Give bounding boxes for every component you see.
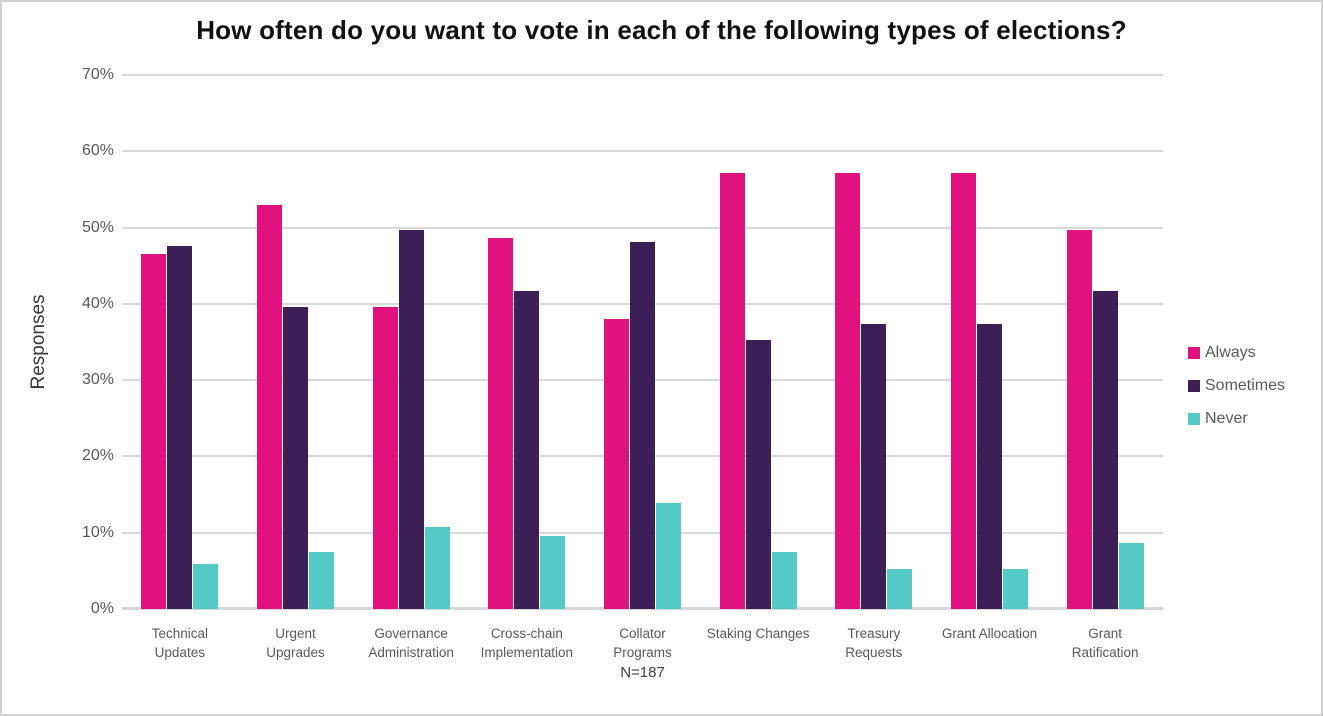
legend-swatch-icon bbox=[1188, 413, 1200, 425]
bar-group bbox=[122, 75, 238, 609]
legend-label: Sometimes bbox=[1205, 377, 1286, 394]
y-tick-label: 40% bbox=[81, 294, 114, 312]
legend: Always Sometimes Never bbox=[1188, 343, 1285, 442]
legend-item: Sometimes bbox=[1188, 376, 1285, 396]
bar-never bbox=[887, 568, 913, 609]
legend-item: Never bbox=[1188, 409, 1285, 429]
x-tick-label: Collator Programs bbox=[613, 626, 672, 660]
y-tick-label: 50% bbox=[81, 218, 114, 236]
gridline bbox=[122, 150, 1163, 153]
bar-always bbox=[719, 172, 745, 609]
bar-sometimes bbox=[398, 229, 424, 609]
bar-group bbox=[816, 75, 932, 609]
bar-never bbox=[424, 527, 450, 609]
bar-always bbox=[257, 205, 282, 609]
x-tick-label: Cross-chain Implementation bbox=[480, 626, 573, 660]
bar-always bbox=[372, 306, 398, 609]
legend-item: Always bbox=[1188, 343, 1285, 363]
y-tick-label: 70% bbox=[81, 66, 114, 83]
bar-never bbox=[193, 564, 219, 609]
legend-label: Always bbox=[1205, 344, 1256, 361]
gridline bbox=[122, 74, 1163, 76]
x-tick-label: Grant Allocation bbox=[941, 626, 1038, 641]
bar-always bbox=[835, 172, 861, 609]
y-tick-label: 0% bbox=[90, 600, 114, 617]
bar-groups bbox=[122, 75, 1163, 609]
legend-swatch-icon bbox=[1188, 380, 1200, 392]
y-tick-label: 10% bbox=[81, 523, 114, 541]
bar-sometimes bbox=[630, 242, 656, 609]
bar-group bbox=[238, 75, 354, 609]
bar-never bbox=[771, 551, 797, 609]
bar-never bbox=[1118, 543, 1144, 609]
bar-never bbox=[309, 551, 334, 609]
bar-always bbox=[488, 237, 514, 609]
bar-sometimes bbox=[861, 323, 887, 609]
bar-sometimes bbox=[745, 339, 771, 609]
y-tick-label: 30% bbox=[81, 371, 114, 389]
legend-label: Never bbox=[1205, 410, 1248, 427]
bar-never bbox=[656, 502, 682, 609]
bar-sometimes bbox=[977, 323, 1003, 609]
bar-sometimes bbox=[167, 245, 193, 609]
bar-sometimes bbox=[1092, 290, 1118, 609]
x-tick-label: Treasury Requests bbox=[845, 626, 903, 660]
x-tick-label: Staking Changes bbox=[706, 626, 810, 641]
bar-never bbox=[1003, 568, 1029, 609]
bar-sometimes bbox=[283, 306, 308, 609]
bar-always bbox=[141, 254, 167, 609]
plot-area bbox=[122, 74, 1163, 610]
gridline bbox=[122, 226, 1163, 229]
y-tick-label: 20% bbox=[81, 447, 114, 465]
x-tick-label: Urgent Upgrades bbox=[266, 626, 325, 660]
bar-group bbox=[353, 75, 469, 609]
bar-group bbox=[932, 75, 1048, 609]
chart-title: How often do you want to vote in each of… bbox=[196, 15, 1127, 45]
sample-size-note: N=187 bbox=[620, 664, 665, 681]
bar-group bbox=[585, 75, 701, 609]
bar-always bbox=[1066, 229, 1092, 609]
bar-never bbox=[540, 535, 566, 609]
legend-swatch-icon bbox=[1188, 347, 1200, 359]
bar-group bbox=[1047, 75, 1163, 609]
bar-sometimes bbox=[514, 290, 540, 609]
bar-always bbox=[951, 172, 977, 609]
bar-group bbox=[469, 75, 585, 609]
y-tick-label: 60% bbox=[81, 142, 114, 160]
bar-always bbox=[604, 319, 630, 609]
x-tick-label: Grant Ratification bbox=[1071, 626, 1139, 660]
bar-group bbox=[700, 75, 816, 609]
x-tick-label: Governance Administration bbox=[368, 626, 454, 660]
x-tick-label: Technical Updates bbox=[151, 626, 208, 660]
